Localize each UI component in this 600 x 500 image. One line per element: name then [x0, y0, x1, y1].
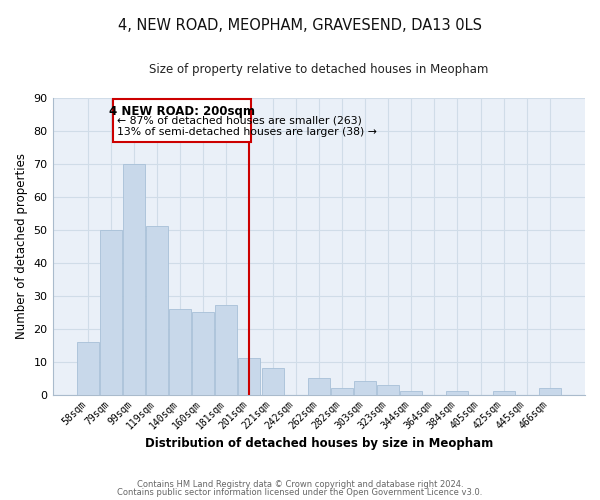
Bar — [100, 230, 122, 394]
Bar — [123, 164, 145, 394]
Bar — [238, 358, 260, 394]
Text: Contains HM Land Registry data © Crown copyright and database right 2024.: Contains HM Land Registry data © Crown c… — [137, 480, 463, 489]
Text: 4 NEW ROAD: 200sqm: 4 NEW ROAD: 200sqm — [109, 105, 255, 118]
Bar — [354, 382, 376, 394]
Bar — [262, 368, 284, 394]
Bar — [377, 384, 399, 394]
Bar — [192, 312, 214, 394]
Text: ← 87% of detached houses are smaller (263): ← 87% of detached houses are smaller (26… — [116, 116, 361, 126]
Text: Contains public sector information licensed under the Open Government Licence v3: Contains public sector information licen… — [118, 488, 482, 497]
Y-axis label: Number of detached properties: Number of detached properties — [15, 153, 28, 339]
X-axis label: Distribution of detached houses by size in Meopham: Distribution of detached houses by size … — [145, 437, 493, 450]
Bar — [77, 342, 98, 394]
Text: 13% of semi-detached houses are larger (38) →: 13% of semi-detached houses are larger (… — [116, 127, 376, 137]
Bar — [146, 226, 168, 394]
Bar — [446, 392, 469, 394]
FancyBboxPatch shape — [113, 99, 251, 142]
Title: Size of property relative to detached houses in Meopham: Size of property relative to detached ho… — [149, 62, 488, 76]
Bar — [331, 388, 353, 394]
Bar — [169, 309, 191, 394]
Bar — [308, 378, 330, 394]
Bar — [493, 392, 515, 394]
Bar — [400, 392, 422, 394]
Bar — [539, 388, 561, 394]
Text: 4, NEW ROAD, MEOPHAM, GRAVESEND, DA13 0LS: 4, NEW ROAD, MEOPHAM, GRAVESEND, DA13 0L… — [118, 18, 482, 32]
Bar — [215, 306, 238, 394]
